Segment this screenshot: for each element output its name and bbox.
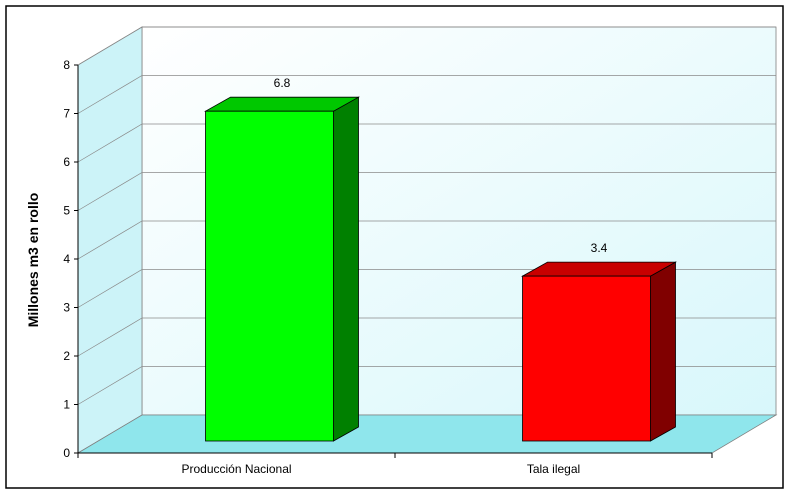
y-tick-label: 1	[63, 398, 70, 412]
data-label: 3.4	[591, 241, 608, 255]
bar-front	[522, 275, 651, 442]
y-tick-label: 2	[63, 349, 70, 363]
bar-top	[203, 96, 361, 112]
y-tick-label: 6	[63, 155, 70, 169]
y-tick-label: 7	[63, 107, 70, 121]
y-tick-label: 3	[63, 301, 70, 315]
y-tick-label: 0	[63, 446, 70, 460]
bar-side	[333, 96, 359, 442]
bar-2	[520, 261, 678, 442]
gridline	[77, 172, 776, 211]
gridline	[77, 123, 776, 163]
gridline	[77, 75, 776, 114]
bars	[203, 96, 678, 442]
gridline	[77, 26, 776, 66]
bar-side	[650, 261, 676, 442]
axes: 0 1 2 3 4 5 6 7 8	[63, 58, 713, 460]
y-tick-label: 4	[63, 252, 70, 266]
y-tick-label: 5	[63, 204, 70, 218]
bar-front	[205, 110, 334, 442]
y-axis-label: Millones m3 en rollo	[25, 193, 41, 328]
gridline	[77, 220, 776, 260]
bar-1	[203, 96, 361, 442]
y-tick-label: 8	[63, 58, 70, 72]
labels: Producción Nacional Tala ilegal 6.8 3.4	[181, 76, 607, 476]
data-label: 6.8	[274, 76, 291, 90]
x-tick-label: Producción Nacional	[181, 462, 291, 476]
bar-top	[520, 261, 678, 277]
x-tick-label: Tala ilegal	[527, 462, 580, 476]
